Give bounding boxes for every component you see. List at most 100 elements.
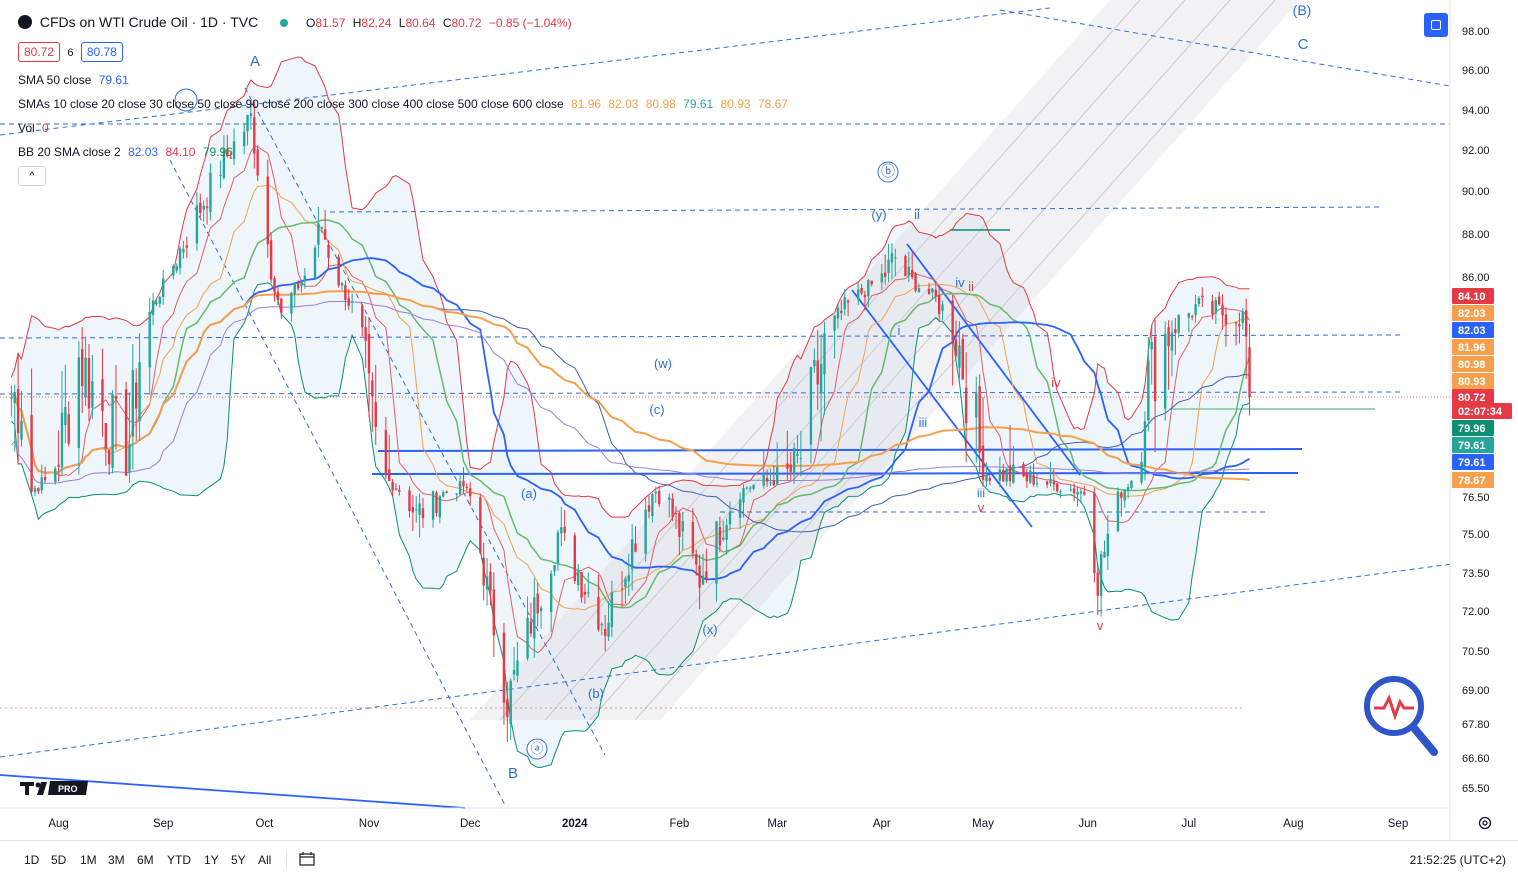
candle-body bbox=[738, 499, 742, 518]
candle-body bbox=[1221, 304, 1224, 316]
collapse-legend-button[interactable]: ^ bbox=[18, 166, 46, 186]
range-1d-button[interactable]: 1D bbox=[24, 853, 40, 867]
candle-body bbox=[624, 578, 627, 587]
candle-body bbox=[813, 359, 816, 367]
candle-body bbox=[678, 512, 681, 537]
candle-body bbox=[880, 273, 884, 283]
candle-body bbox=[30, 414, 33, 492]
candle-body bbox=[934, 289, 937, 297]
price-badge-5 bbox=[1452, 373, 1494, 389]
symbol-icon bbox=[18, 15, 32, 29]
high-value: 82.24 bbox=[361, 16, 392, 30]
candle-body bbox=[10, 397, 13, 399]
smas-value-6: 78.67 bbox=[757, 97, 788, 111]
candle-body bbox=[1069, 489, 1072, 491]
price-badge-9 bbox=[1452, 437, 1494, 453]
wave-label-16: ii bbox=[968, 279, 974, 294]
range-6m-button[interactable]: 6M bbox=[137, 853, 154, 867]
y-tick-label-0: 98.00 bbox=[1462, 26, 1490, 38]
candle-body bbox=[1217, 296, 1221, 305]
range-1y-button[interactable]: 1Y bbox=[204, 853, 219, 867]
sma50-label: SMA 50 close bbox=[18, 73, 92, 87]
clock[interactable]: 21:52:25 (UTC+2) bbox=[1409, 853, 1506, 867]
symbol-legend: CFDs on WTI Crude Oil · 1D · TVC O81.57 … bbox=[18, 14, 580, 31]
candle-body bbox=[195, 205, 199, 244]
sma50-legend[interactable]: SMA 50 close 79.61 bbox=[18, 72, 133, 88]
symbol-title[interactable]: CFDs on WTI Crude Oil · 1D · TVC bbox=[39, 14, 259, 30]
candle-body bbox=[114, 395, 118, 400]
wave-label-6: ii bbox=[914, 207, 920, 222]
calendar-goto-icon[interactable] bbox=[299, 851, 317, 867]
candle-body bbox=[634, 543, 637, 552]
price-badge-text-9: 79.61 bbox=[1458, 440, 1486, 452]
candle-body bbox=[361, 305, 364, 328]
x-tick-label-7: Mar bbox=[767, 818, 787, 830]
sell-button[interactable]: 80.72 bbox=[18, 42, 61, 62]
candle-body bbox=[1150, 342, 1153, 350]
candle-body bbox=[172, 265, 175, 276]
candle-body bbox=[765, 477, 769, 482]
candle-body bbox=[887, 259, 890, 273]
range-all-button[interactable]: All bbox=[258, 853, 272, 867]
vol-legend[interactable]: Vol 0 bbox=[18, 120, 53, 136]
candle-body bbox=[232, 141, 236, 160]
candle-body bbox=[1201, 295, 1204, 298]
buy-button[interactable]: 80.78 bbox=[80, 42, 123, 62]
candle-body bbox=[695, 553, 698, 565]
candle-body bbox=[1072, 488, 1076, 494]
lower-solid-line bbox=[0, 774, 466, 809]
close-label: C bbox=[442, 16, 452, 30]
price-badge-text-1: 82.03 bbox=[1458, 308, 1486, 320]
candle-body bbox=[1120, 492, 1123, 498]
range-3m-button[interactable]: 3M bbox=[108, 853, 125, 867]
candle-body bbox=[1123, 489, 1126, 501]
candle-body bbox=[904, 255, 907, 277]
candle-body bbox=[266, 176, 269, 245]
wave-label-13: i bbox=[898, 323, 901, 338]
candle-body bbox=[816, 360, 819, 385]
wave-label-20: v bbox=[1097, 618, 1104, 633]
candle-body bbox=[769, 482, 772, 484]
sma-300-line bbox=[11, 300, 1250, 484]
candle-body bbox=[16, 388, 20, 434]
candle-body bbox=[651, 494, 654, 517]
candle-body bbox=[199, 202, 202, 213]
wave-label-7: (w) bbox=[654, 356, 672, 371]
settings-icon[interactable] bbox=[1477, 815, 1493, 831]
candle-body bbox=[630, 539, 634, 570]
candle-body bbox=[799, 458, 803, 460]
candle-body bbox=[1096, 572, 1099, 596]
fib-dash-line-2 bbox=[244, 87, 606, 756]
object-tree-button[interactable] bbox=[1424, 13, 1448, 37]
candle-body bbox=[1093, 492, 1096, 574]
candle-body bbox=[627, 575, 630, 582]
y-tick-label-15: 65.50 bbox=[1462, 783, 1490, 795]
vol-label: Vol bbox=[18, 121, 35, 135]
price-badge-text-7: 02:07:34 bbox=[1458, 406, 1503, 418]
logo-pro-text: PRO bbox=[58, 784, 78, 794]
wave-circle-4 bbox=[877, 161, 899, 183]
candle-body bbox=[1241, 311, 1245, 324]
candle-body bbox=[293, 283, 296, 294]
candle-body bbox=[1002, 470, 1005, 482]
hline-89 bbox=[329, 206, 1381, 213]
bb-legend[interactable]: BB 20 SMA close 2 82.03 84.10 79.96 bbox=[18, 144, 237, 160]
candle-body bbox=[222, 148, 226, 179]
candle-body bbox=[431, 491, 435, 520]
candle-body bbox=[863, 294, 867, 298]
range-1m-button[interactable]: 1M bbox=[80, 853, 97, 867]
candle-body bbox=[445, 491, 448, 493]
range-5d-button[interactable]: 5D bbox=[51, 853, 67, 867]
smas-legend[interactable]: SMAs 10 close 20 close 30 close 50 close… bbox=[18, 96, 792, 112]
range-ytd-button[interactable]: YTD bbox=[167, 853, 191, 867]
candle-body bbox=[1126, 487, 1130, 491]
high-label: H bbox=[352, 16, 362, 30]
range-5y-button[interactable]: 5Y bbox=[231, 853, 246, 867]
candle-body bbox=[883, 272, 887, 278]
candle-body bbox=[725, 524, 728, 541]
candle-body bbox=[209, 172, 212, 213]
candle-body bbox=[890, 253, 894, 263]
wave-label-8: (c) bbox=[649, 402, 664, 417]
candle-body bbox=[458, 481, 462, 495]
